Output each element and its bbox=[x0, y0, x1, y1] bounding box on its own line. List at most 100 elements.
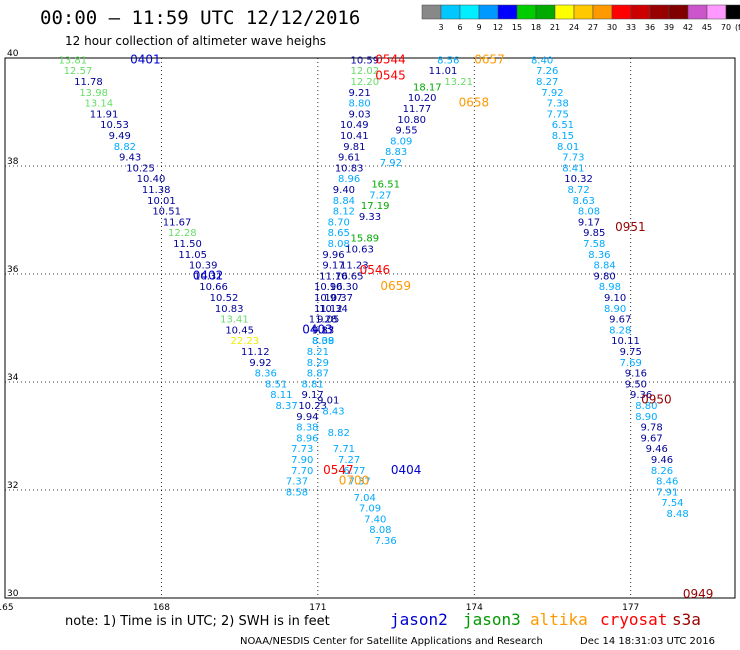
swh-value-cryosat: 11.12 bbox=[314, 304, 343, 315]
swh-value-cryosat: 9.40 bbox=[333, 185, 355, 196]
swh-value-cryosat: 9.03 bbox=[348, 109, 370, 120]
swh-value-jason3: 11.23 bbox=[340, 261, 369, 272]
swh-value-s3a: 7.54 bbox=[661, 498, 683, 509]
colorbar-label: 33 bbox=[626, 23, 636, 32]
time-label: 0402 bbox=[193, 268, 224, 282]
chart-title: 00:00 – 11:59 UTC 12/12/2016 bbox=[40, 7, 360, 29]
colorbar-label: 18 bbox=[531, 23, 541, 32]
swh-value-jason2: 8.51 bbox=[265, 379, 287, 390]
colorbar-label: 27 bbox=[588, 23, 598, 32]
swh-value-cryosat: 12.02 bbox=[350, 66, 379, 77]
footer-source: NOAA/NESDIS Center for Satellite Applica… bbox=[240, 636, 543, 647]
swh-value-cryosat: 11.28 bbox=[309, 315, 338, 326]
swh-value-s3a: 7.38 bbox=[547, 99, 569, 110]
swh-value-jason2: 10.31 bbox=[194, 271, 223, 282]
swh-value-cryosat: 8.96 bbox=[296, 433, 318, 444]
swh-value-s3a: 9.50 bbox=[625, 379, 647, 390]
plot-frame bbox=[4, 57, 736, 599]
swh-value-jason3: 10.80 bbox=[397, 115, 426, 126]
swh-value-cryosat: 7.90 bbox=[291, 455, 313, 466]
y-tick-label: 34 bbox=[7, 373, 19, 383]
swh-value-s3a: 9.10 bbox=[604, 293, 626, 304]
colorbar-swatch bbox=[687, 4, 708, 20]
swh-value-altika_north: 8.56 bbox=[437, 55, 459, 66]
time-label: 0404 bbox=[391, 463, 422, 477]
swh-value-jason3: 8.43 bbox=[322, 406, 344, 417]
y-tick-label: 38 bbox=[7, 157, 19, 167]
swh-value-jason2: 8.37 bbox=[275, 401, 297, 412]
time-labels: 0401 0402 0403 0404 0544 0545 0546 0547 0657 0658… bbox=[130, 52, 713, 601]
swh-value-jason2: 11.91 bbox=[90, 109, 119, 120]
colorbar-swatch bbox=[611, 4, 632, 20]
swh-value-s3a: 8.48 bbox=[667, 509, 689, 520]
swh-value-cryosat: 10.23 bbox=[298, 401, 327, 412]
swh-value-jason3: 9.13 bbox=[312, 325, 334, 336]
colorbar-swatch bbox=[725, 4, 740, 20]
swh-value-s3a: 10.11 bbox=[611, 336, 640, 347]
colorbar-swatch bbox=[573, 4, 594, 20]
time-label: 0951 bbox=[615, 220, 646, 234]
colorbar-label: 70 bbox=[721, 23, 731, 32]
swh-value-jason2: 10.45 bbox=[225, 325, 254, 336]
swh-value-cryosat: 7.37 bbox=[286, 477, 308, 488]
swh-value-jason2: 10.66 bbox=[199, 282, 228, 293]
colorbar-label: 39 bbox=[664, 23, 674, 32]
colorbar-label: 12 bbox=[493, 23, 503, 32]
swh-value-jason3: 10.20 bbox=[408, 93, 437, 104]
grid-lines bbox=[5, 58, 735, 598]
swh-value-cryosat: 8.38 bbox=[296, 423, 318, 434]
swh-value-cryosat: 10.83 bbox=[335, 163, 364, 174]
time-label: 0950 bbox=[641, 393, 672, 407]
swh-value-jason2: 12.28 bbox=[168, 228, 197, 239]
swh-value-cryosat: 8.70 bbox=[328, 217, 350, 228]
swh-value-cryosat: 8.84 bbox=[333, 196, 355, 207]
colorbar-swatch bbox=[706, 4, 727, 20]
time-label: 0403 bbox=[302, 322, 333, 336]
time-label: 0657 bbox=[474, 52, 505, 66]
swh-value-s3a: 9.85 bbox=[583, 228, 605, 239]
swh-value-jason3: 8.83 bbox=[385, 147, 407, 158]
swh-value-jason2: 13.14 bbox=[85, 99, 114, 110]
swh-value-cryosat: 8.96 bbox=[338, 174, 360, 185]
swh-value-jason3: 9.55 bbox=[395, 126, 417, 137]
swh-value-jason3: 10.63 bbox=[345, 244, 374, 255]
legend-cryosat: cryosat bbox=[600, 610, 667, 629]
colorbar-swatch bbox=[497, 4, 518, 20]
swh-value-altika: 8.08 bbox=[369, 525, 391, 536]
swh-value-s3a: 10.32 bbox=[564, 174, 593, 185]
swh-value-altika_north: 13.21 bbox=[444, 77, 473, 88]
colorbar-swatch bbox=[459, 4, 480, 20]
swh-value-cryosat: 10.59 bbox=[350, 55, 379, 66]
swh-value-jason3: 8.09 bbox=[312, 336, 334, 347]
colorbar-swatch bbox=[440, 4, 461, 20]
swh-value-jason3: 7.27 bbox=[369, 190, 391, 201]
colorbar-label: 30 bbox=[607, 23, 617, 32]
time-label: 0659 bbox=[380, 279, 411, 293]
swh-value-s3a: 9.46 bbox=[651, 455, 673, 466]
swh-value-s3a: 8.90 bbox=[604, 304, 626, 315]
swh-value-s3a: 7.69 bbox=[620, 358, 642, 369]
swh-value-jason2: 13.98 bbox=[79, 88, 108, 99]
time-label: 0658 bbox=[459, 96, 490, 110]
swh-value-jason2: 11.78 bbox=[74, 77, 103, 88]
swh-value-s3a: 8.84 bbox=[594, 261, 616, 272]
swh-value-jason2: 10.01 bbox=[147, 196, 176, 207]
swh-value-jason3: 9.05 bbox=[317, 315, 339, 326]
swh-value-jason2: 10.53 bbox=[100, 120, 129, 131]
swh-value-s3a: 8.63 bbox=[573, 196, 595, 207]
note-text: note: 1) Time is in UTC; 2) SWH is in fe… bbox=[65, 614, 330, 629]
legend-jason3: jason3 bbox=[463, 610, 521, 629]
axis-ticks: 165 168 171 174 177 30 32 34 36 38 40 bbox=[0, 49, 639, 613]
swh-value-jason2: 11.12 bbox=[241, 347, 270, 358]
footer-timestamp: Dec 14 18:31:03 UTC 2016 bbox=[580, 636, 715, 647]
swh-value-s3a: 8.41 bbox=[562, 163, 584, 174]
swh-value-jason2: 9.49 bbox=[109, 131, 131, 142]
colorbar-label: 9 bbox=[476, 23, 481, 32]
swh-value-cryosat: 8.87 bbox=[307, 369, 329, 380]
swh-value-jason2: 10.83 bbox=[215, 304, 244, 315]
swh-value-cryosat: 11.76 bbox=[319, 271, 348, 282]
swh-value-jason2: 8.36 bbox=[255, 369, 277, 380]
x-tick-label: 177 bbox=[622, 603, 639, 613]
swh-value-jason2: 10.25 bbox=[126, 163, 155, 174]
